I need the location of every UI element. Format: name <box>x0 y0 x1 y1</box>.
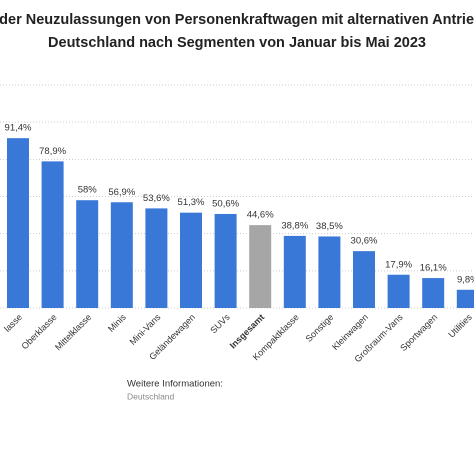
value-label: 50,6% <box>212 198 239 209</box>
bar <box>456 289 474 308</box>
value-label: 17,9% <box>385 259 412 270</box>
chart-title: teil der Neuzulassungen von Personenkraf… <box>0 12 474 28</box>
value-label: 38,5% <box>316 221 343 232</box>
value-label: 16,1% <box>420 263 447 274</box>
bar <box>110 202 133 308</box>
bar <box>249 225 272 308</box>
value-label: 51,3% <box>178 197 205 208</box>
value-label: 38,8% <box>281 220 308 231</box>
value-label: 91,4% <box>5 123 32 134</box>
bar <box>145 208 168 308</box>
bar <box>318 236 341 308</box>
bar <box>180 212 202 308</box>
x-tick-label: Sportwagen <box>398 312 439 353</box>
bar <box>422 278 445 308</box>
x-tick-label: Mini-Vans <box>128 312 163 347</box>
bar <box>7 138 29 308</box>
x-tick-label: Sonstige <box>304 312 336 344</box>
value-label: 78,9% <box>39 146 66 157</box>
bar <box>76 200 99 308</box>
x-tick-label: SUVs <box>208 312 232 336</box>
bar <box>353 251 375 308</box>
value-label: 9,8% <box>457 274 474 285</box>
footer-text: Deutschland <box>127 391 175 401</box>
chart-title: Deutschland nach Segmenten von Januar bi… <box>48 35 426 51</box>
value-label: 30,6% <box>351 236 378 247</box>
bar <box>214 213 237 308</box>
bar <box>283 235 306 308</box>
footer-heading: Weitere Informationen: <box>127 379 223 390</box>
x-tick-label: Utilities <box>446 312 474 340</box>
bar <box>41 161 64 308</box>
x-tick-label: Minis <box>106 312 128 334</box>
value-label: 58% <box>78 185 98 196</box>
value-label: 56,9% <box>108 187 135 198</box>
x-tick-label: lasse <box>2 312 24 334</box>
bar <box>387 274 410 308</box>
value-label: 53,6% <box>143 193 170 204</box>
x-tick-label: Mittelklasse <box>53 312 93 352</box>
value-label: 44,6% <box>247 210 274 221</box>
